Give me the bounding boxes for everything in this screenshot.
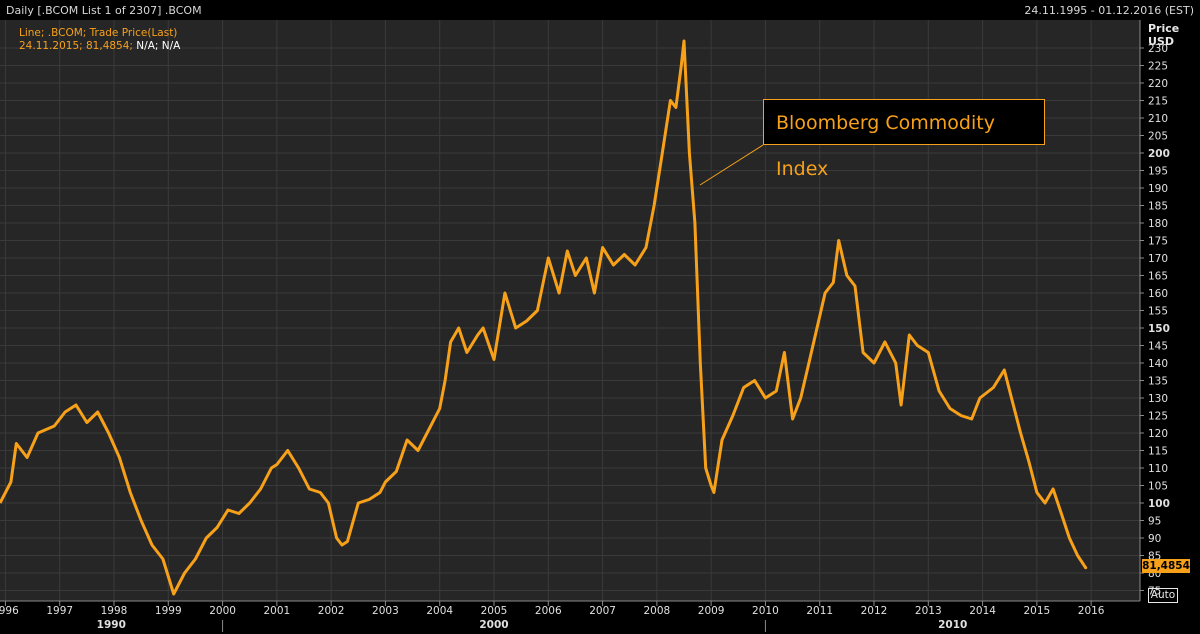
x-tick-label: 2004 [426, 605, 453, 617]
x-tick-label: 2002 [318, 605, 345, 617]
x-tick-label: 1998 [101, 605, 128, 617]
chart-title: Daily [.BCOM List 1 of 2307] .BCOM [6, 4, 202, 17]
series-annotation-box: Bloomberg Commodity Index [763, 99, 1045, 180]
y-tick-label: 150 [1148, 323, 1170, 335]
y-tick-label: 155 [1148, 306, 1168, 318]
x-tick-label: 2000 [209, 605, 236, 617]
x-tick-label: 2007 [589, 605, 616, 617]
x-tick-label: 1996 [0, 605, 19, 617]
x-tick-label: 2015 [1023, 605, 1050, 617]
last-price-marker [1084, 566, 1088, 570]
y-tick-label: 120 [1148, 428, 1168, 440]
y-tick-label: 105 [1148, 481, 1168, 493]
x-decade-label: 2010 [938, 619, 967, 631]
y-tick-label: 135 [1148, 376, 1168, 388]
x-tick-label: 2008 [643, 605, 670, 617]
y-axis-title: Price [1148, 22, 1180, 35]
x-tick-label: 2006 [535, 605, 562, 617]
y-tick-label: 115 [1148, 446, 1168, 458]
y-tick-label: 175 [1148, 236, 1168, 248]
last-price-tag: 81,4854 [1142, 559, 1190, 573]
grid-lines [0, 20, 1140, 601]
legend-series-label: Line; .BCOM; Trade Price(Last) [19, 27, 178, 39]
y-tick-label: 210 [1148, 113, 1168, 125]
auto-scale-button[interactable]: Auto [1148, 588, 1178, 603]
x-tick-label: 2012 [861, 605, 888, 617]
x-tick-label: 2009 [698, 605, 725, 617]
y-tick-label: 215 [1148, 96, 1168, 108]
x-axis-ticks: 1996 1997 1998 1999 2000 2001 2002 2003 2004 2005… [0, 601, 1105, 617]
y-tick-label: 130 [1148, 393, 1168, 405]
x-tick-label: 2016 [1078, 605, 1105, 617]
y-tick-label: 225 [1148, 61, 1168, 73]
y-tick-label: 110 [1148, 463, 1168, 475]
y-tick-label: 230 [1148, 43, 1168, 55]
y-tick-label: 145 [1148, 341, 1168, 353]
series-legend: Line; .BCOM; Trade Price(Last) 24.11.201… [19, 27, 180, 53]
y-tick-label: 140 [1148, 358, 1168, 370]
callout-leader-line [699, 144, 764, 186]
y-axis-ticks: 7580859095100105110115120125130135140145… [1140, 43, 1170, 598]
y-tick-label: 95 [1148, 516, 1161, 528]
y-axis-header: Price USD [1148, 22, 1179, 48]
x-tick-label: 2013 [915, 605, 942, 617]
x-tick-label: 2005 [481, 605, 508, 617]
x-tick-label: 2001 [263, 605, 290, 617]
x-axis-decades: 1990 2000 2010 [97, 619, 967, 632]
y-tick-label: 205 [1148, 131, 1168, 143]
bcom-price-line [0, 39, 1087, 596]
y-tick-label: 220 [1148, 78, 1168, 90]
x-tick-label: 2003 [372, 605, 399, 617]
y-tick-label: 100 [1148, 498, 1170, 510]
y-tick-label: 125 [1148, 411, 1168, 423]
legend-na-values: N/A; N/A [136, 40, 181, 52]
x-tick-label: 1997 [46, 605, 73, 617]
y-tick-label: 170 [1148, 253, 1168, 265]
x-decade-label: 2000 [479, 619, 508, 631]
y-tick-label: 185 [1148, 201, 1168, 213]
y-tick-label: 190 [1148, 183, 1168, 195]
legend-last-value: 24.11.2015; 81,4854; N/A; N/A [19, 40, 180, 53]
x-tick-label: 1999 [155, 605, 182, 617]
y-tick-label: 200 [1148, 148, 1170, 160]
y-tick-label: 160 [1148, 288, 1168, 300]
x-decade-label: 1990 [97, 619, 126, 631]
x-tick-label: 2014 [969, 605, 996, 617]
y-tick-label: 195 [1148, 166, 1168, 178]
legend-date-value: 24.11.2015; 81,4854; [19, 40, 133, 52]
date-range-label: 24.11.1995 - 01.12.2016 (EST) [1024, 4, 1194, 17]
x-axis-strip [0, 602, 1200, 634]
y-axis-unit: USD [1148, 35, 1174, 48]
y-tick-label: 180 [1148, 218, 1168, 230]
y-tick-label: 165 [1148, 271, 1168, 283]
x-tick-label: 2010 [752, 605, 779, 617]
x-tick-label: 2011 [806, 605, 833, 617]
y-tick-label: 90 [1148, 533, 1161, 545]
chart-header-bar: Daily [.BCOM List 1 of 2307] .BCOM 24.11… [0, 0, 1200, 20]
